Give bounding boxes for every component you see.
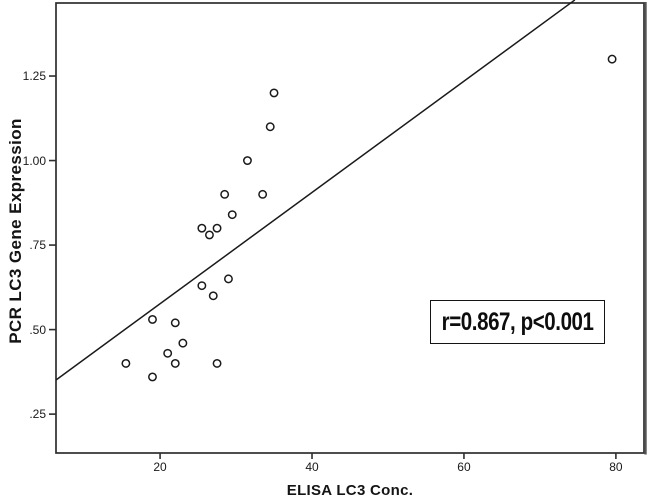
x-tick-label: 40 — [305, 460, 319, 474]
x-tick-label: 60 — [457, 460, 471, 474]
data-point — [212, 223, 222, 233]
data-point — [205, 230, 214, 240]
data-point — [242, 156, 252, 166]
y-tick-label: 1.25 — [22, 69, 46, 84]
y-tick-label: 1.00 — [22, 153, 46, 168]
y-tick-label: .50 — [29, 322, 46, 337]
x-tick-label: 20 — [153, 460, 167, 474]
plot-frame — [55, 2, 645, 454]
data-point — [178, 338, 188, 348]
y-tick-label: .25 — [29, 407, 46, 422]
data-point — [197, 281, 207, 291]
data-point — [212, 358, 222, 368]
data-point — [227, 210, 237, 220]
x-tick-label: 80 — [609, 460, 623, 474]
x-axis-label: ELISA LC3 Conc. — [286, 482, 414, 499]
data-point — [170, 318, 180, 328]
correlation-annotation-text: r=0.867, p<0.001 — [441, 307, 594, 336]
data-point — [258, 189, 268, 199]
regression-line — [55, 0, 576, 381]
data-point — [163, 348, 173, 358]
data-point — [265, 122, 275, 132]
data-point — [220, 189, 230, 199]
data-point — [607, 54, 617, 64]
data-point — [208, 291, 218, 301]
data-point — [121, 358, 131, 368]
y-tick-label: .75 — [29, 238, 46, 253]
data-point — [269, 88, 279, 98]
data-point — [148, 372, 157, 382]
data-point — [148, 315, 157, 324]
data-point — [197, 223, 207, 233]
data-point — [170, 358, 180, 368]
correlation-annotation-box: r=0.867, p<0.001 — [430, 300, 605, 344]
data-point — [223, 274, 233, 284]
